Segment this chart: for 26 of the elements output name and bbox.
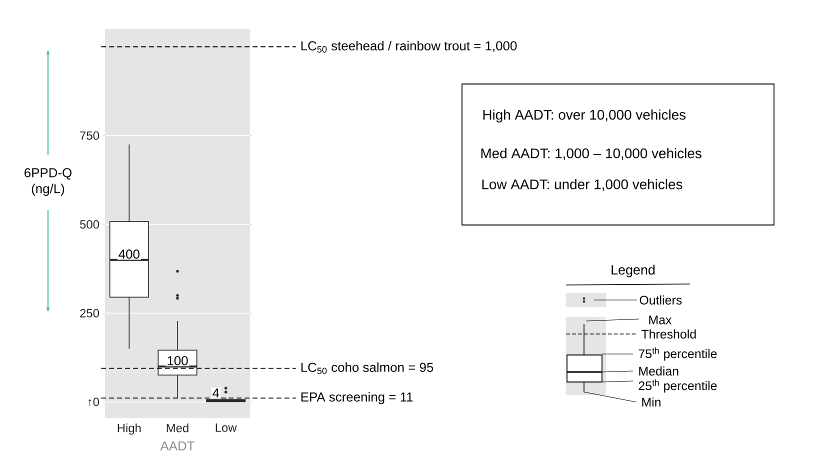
ref-line-label: EPA screening = 11 bbox=[301, 392, 413, 404]
ref-line-label: LC$_{50}$ steehead / rainbow trout = 1,000 bbox=[301, 40, 517, 53]
y-tick-label: ↑0 bbox=[88, 398, 100, 406]
annotation: 4 bbox=[212, 388, 220, 398]
y-tick-label: 500 bbox=[80, 220, 100, 229]
x-tick-label: Low bbox=[216, 424, 237, 432]
ref-line-label: LC$_{50}$ coho salmon = 95 bbox=[301, 362, 434, 374]
text: 75$^{th}$ percentile bbox=[638, 347, 717, 361]
legend-title: Legend bbox=[612, 264, 655, 278]
text: Min bbox=[642, 397, 660, 407]
text: Threshold bbox=[641, 329, 696, 339]
text: High AADT: over 10,000 vehicles bbox=[483, 109, 686, 122]
x-axis-title: AADT bbox=[160, 442, 194, 450]
text: Med AADT: 1,000 – 10,000 vehicles bbox=[481, 148, 702, 160]
text: Max bbox=[649, 316, 672, 324]
x-tick-label: Med bbox=[166, 424, 188, 432]
text: Median bbox=[639, 366, 678, 376]
y-tick-label: 250 bbox=[80, 308, 100, 318]
annotation: 100 bbox=[168, 356, 188, 366]
text: Outliers bbox=[640, 295, 682, 305]
y-axis-title: 6PPD-Q (ng/L) bbox=[24, 168, 72, 196]
x-tick-label: High bbox=[118, 424, 141, 435]
text: Low AADT: under 1,000 vehicles bbox=[482, 179, 682, 191]
annotation: 400 bbox=[118, 250, 140, 259]
y-tick-label: 750 bbox=[80, 131, 100, 140]
text: 25$^{th}$ percentile bbox=[638, 379, 717, 393]
